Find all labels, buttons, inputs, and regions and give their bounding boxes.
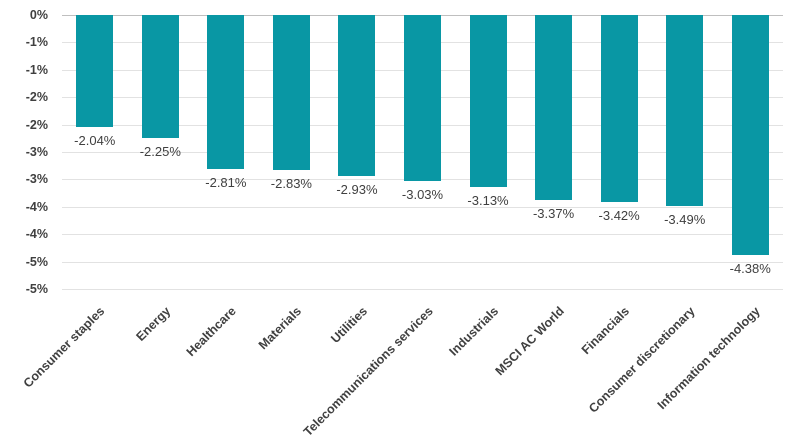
x-axis-category-label-energy: Energy	[133, 304, 174, 344]
data-label-materials: -2.83%	[270, 176, 313, 192]
y-axis-tick-label: 0%	[29, 8, 48, 22]
y-axis-tick-label: -1%	[25, 62, 48, 77]
data-label-financials: -3.42%	[598, 208, 640, 224]
x-axis-category-label-consumer-discretionary: Consumer discretionary	[586, 304, 698, 416]
x-axis-category-label-industrials: Industrials	[446, 304, 501, 359]
y-axis-tick-label: -5%	[25, 254, 48, 269]
bar-consumer-discretionary	[666, 15, 704, 207]
x-axis-category-label-healthcare: Healthcare	[183, 304, 239, 360]
bar-healthcare	[207, 15, 245, 169]
y-axis-tick-label: -5%	[25, 282, 48, 296]
bar-telecommunications-services	[404, 15, 441, 182]
x-axis-category-label-financials: Financials	[578, 304, 633, 358]
bar-msci-ac-world	[535, 15, 573, 200]
data-label-energy: -2.25%	[139, 144, 181, 160]
y-axis-tick-label: -1%	[25, 35, 48, 50]
data-label-consumer-discretionary: -3.49%	[664, 212, 706, 228]
x-axis-category-label-materials: Materials	[256, 304, 305, 353]
y-axis-tick-label: -2%	[25, 117, 48, 132]
gridline	[62, 289, 783, 290]
y-axis-tick-label: -2%	[25, 90, 48, 105]
x-axis-category-label-consumer-staples: Consumer staples	[21, 304, 108, 391]
x-axis-category-label-msci-ac-world: MSCI AC World	[492, 304, 567, 379]
y-axis-tick-label: -3%	[25, 145, 48, 159]
data-label-msci-ac-world: -3.37%	[532, 205, 575, 221]
data-label-utilities: -2.93%	[336, 181, 378, 197]
data-label-telecommunications-services: -3.03%	[401, 187, 444, 203]
gridline	[62, 206, 783, 208]
bar-energy	[141, 15, 179, 139]
bar-information-technology	[731, 15, 769, 256]
bar-utilities	[338, 15, 376, 176]
y-axis-tick-label: -4%	[25, 199, 48, 214]
data-label-industrials: -3.13%	[467, 192, 509, 208]
data-label-information-technology: -4.38%	[729, 261, 771, 277]
y-axis-tick-label: -3%	[25, 172, 48, 187]
x-axis-category-label-telecommunications-services: Telecommunications services	[300, 304, 436, 440]
gridline	[62, 234, 783, 236]
bar-industrials	[469, 15, 507, 187]
bar-consumer-staples	[76, 15, 114, 127]
y-axis-tick-label: -4%	[25, 227, 48, 242]
bar-financials	[600, 15, 638, 203]
gridline	[62, 261, 783, 263]
bar-materials	[272, 15, 310, 171]
data-label-healthcare: -2.81%	[205, 174, 247, 190]
data-label-consumer-staples: -2.04%	[74, 132, 116, 148]
x-axis-category-label-utilities: Utilities	[328, 304, 370, 346]
